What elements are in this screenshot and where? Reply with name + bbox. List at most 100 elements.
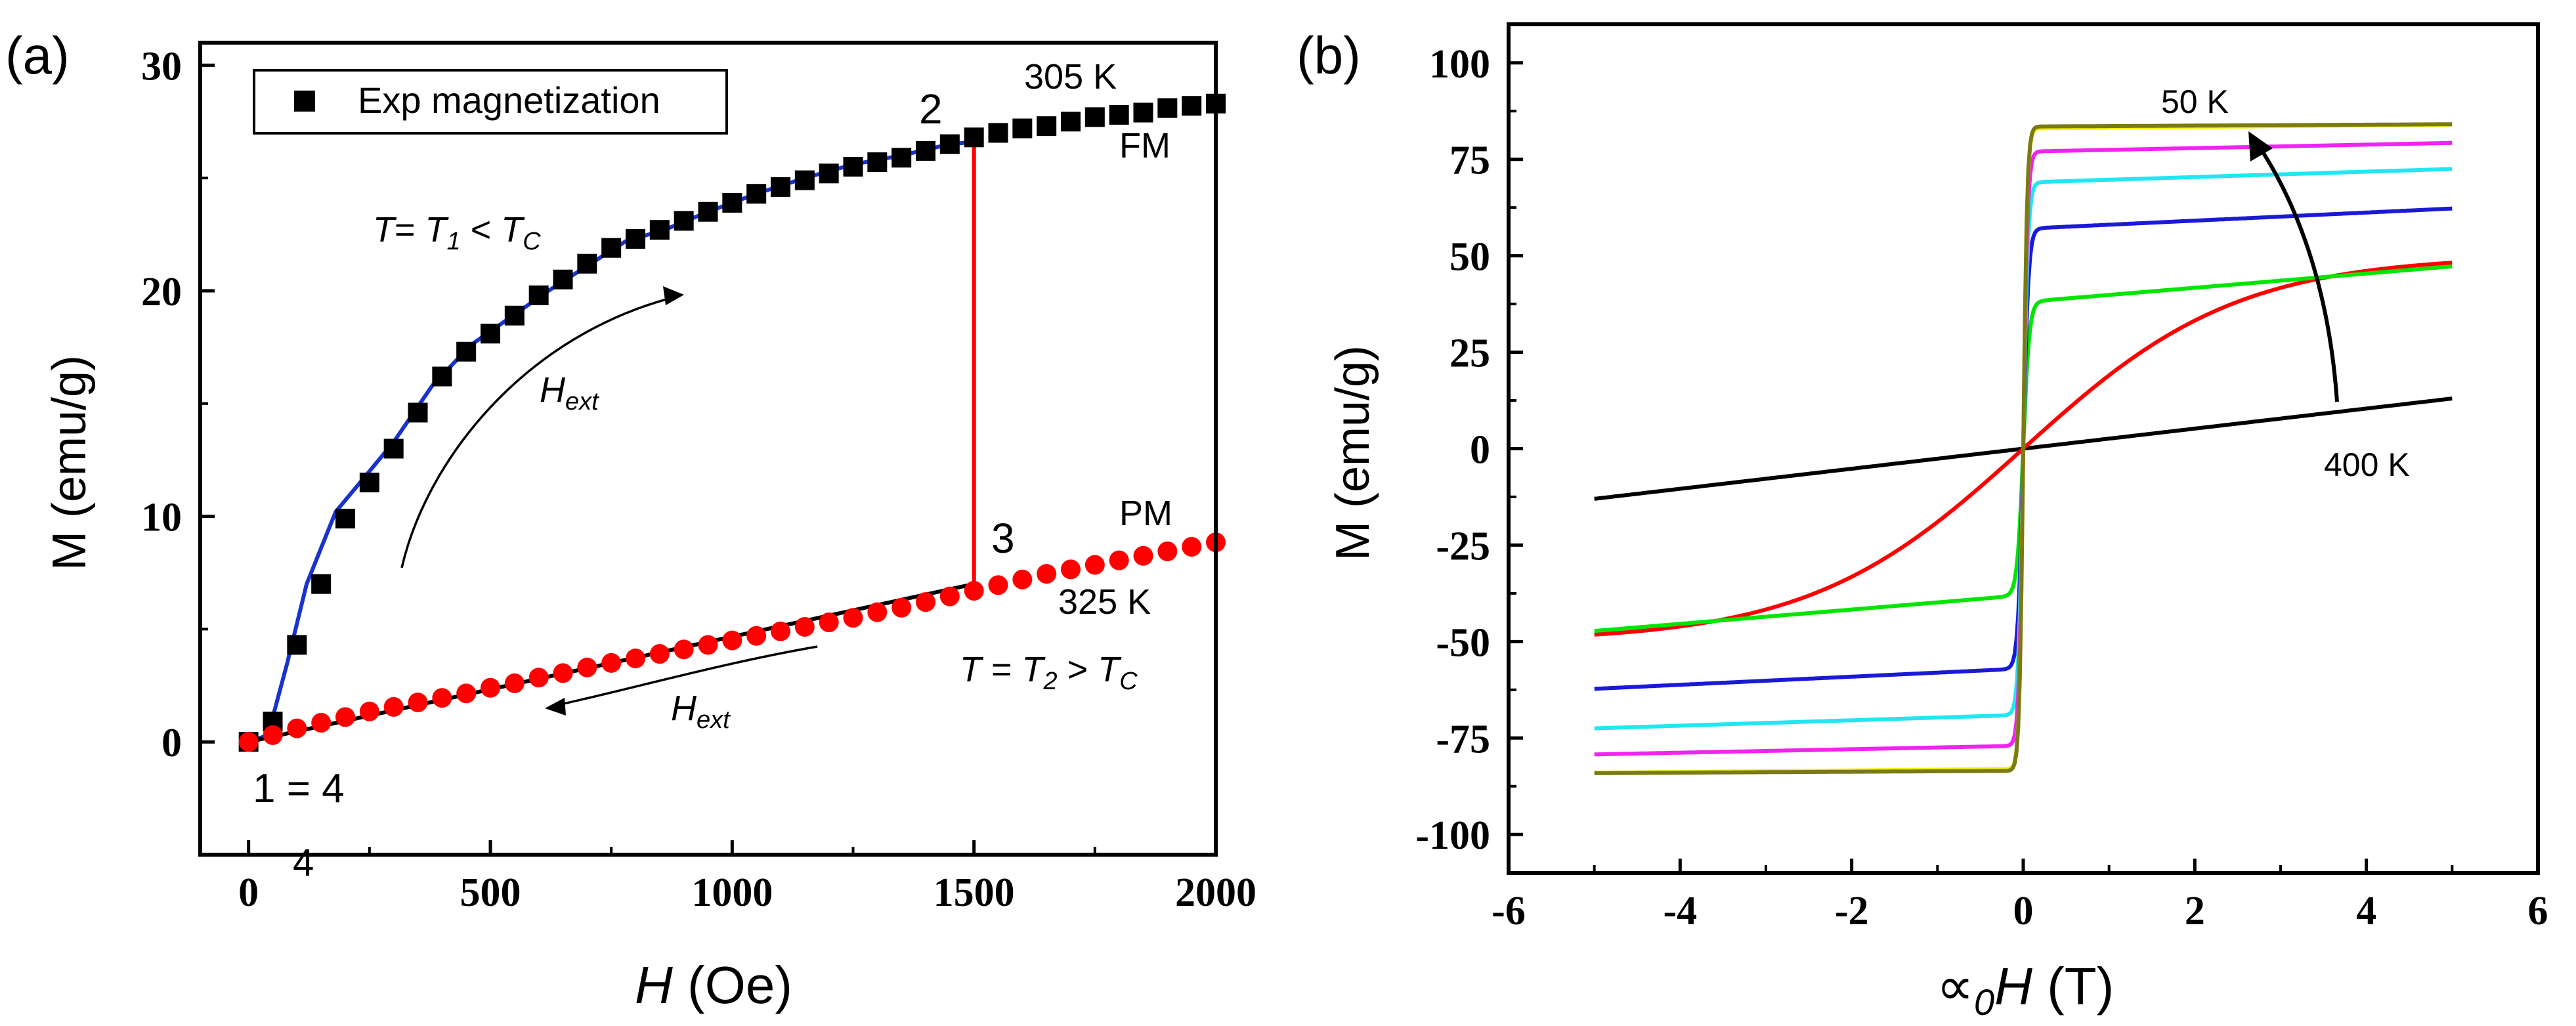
data-point-square bbox=[1109, 104, 1129, 125]
x-tick-label: 0 bbox=[2013, 889, 2034, 933]
data-point-square bbox=[722, 192, 742, 213]
annotation-temp-305k: 305 K bbox=[1024, 57, 1117, 96]
data-point-square bbox=[674, 211, 694, 231]
data-point-circle bbox=[553, 663, 573, 683]
data-point-square bbox=[794, 170, 815, 190]
panel-a-frame bbox=[198, 41, 1218, 857]
y-tick-label: -100 bbox=[1415, 813, 1490, 858]
data-point-square bbox=[819, 163, 839, 184]
panel-b-x-axis-label: ∝0H (T) bbox=[1937, 957, 2114, 1023]
panel-b: (b) -6 -4 -2 0 2 4 6 -100 -75 -50 -25 0 25 50 75 100 M … bbox=[1297, 22, 2548, 1023]
data-point-circle bbox=[383, 696, 404, 717]
data-point-circle bbox=[843, 608, 863, 628]
x-tick-label: 1500 bbox=[934, 870, 1015, 915]
data-point-circle bbox=[456, 683, 477, 704]
annotation-stray-4: 4 bbox=[293, 842, 314, 884]
annotation-point-2: 2 bbox=[919, 85, 943, 133]
y-tick-label: 75 bbox=[1449, 139, 1490, 183]
data-point-square bbox=[504, 305, 525, 326]
data-point-square bbox=[939, 134, 960, 154]
legend-label: Exp magnetization bbox=[358, 79, 660, 121]
temperature-arrow-head bbox=[2248, 131, 2273, 161]
label-50k: 50 K bbox=[2161, 83, 2229, 120]
annotation-fm: FM bbox=[1119, 126, 1170, 165]
data-point-square bbox=[359, 473, 379, 493]
data-point-circle bbox=[771, 621, 790, 641]
y-tick-label: -50 bbox=[1436, 620, 1490, 665]
data-point-square bbox=[601, 238, 622, 258]
x-tick-label: 1000 bbox=[691, 870, 773, 915]
y-tick-label: 20 bbox=[141, 270, 182, 314]
data-point-square bbox=[1157, 98, 1178, 118]
field-arrow-decreasing bbox=[554, 645, 818, 707]
x-tick-label: 0 bbox=[238, 870, 259, 915]
field-arrow-increasing-head bbox=[663, 286, 684, 305]
data-point-square bbox=[577, 253, 597, 274]
data-point-circle bbox=[287, 718, 307, 738]
data-point-circle bbox=[528, 668, 549, 688]
data-point-circle bbox=[1012, 569, 1033, 589]
data-point-circle bbox=[311, 712, 332, 733]
data-point-circle bbox=[577, 657, 597, 677]
data-point-circle bbox=[698, 635, 718, 655]
data-point-square bbox=[1084, 107, 1105, 127]
data-point-circle bbox=[481, 677, 500, 698]
y-tick-label: 10 bbox=[141, 496, 182, 540]
panel-b-ticks: -6 -4 -2 0 2 4 6 -100 -75 -50 -25 0 25 50 75 100 bbox=[1415, 42, 2548, 933]
label-400k: 400 K bbox=[2324, 446, 2410, 483]
panel-a-x-symbol: H bbox=[635, 956, 673, 1014]
x-tick-label: -4 bbox=[1664, 889, 1698, 933]
data-point-square bbox=[698, 202, 718, 222]
data-point-square bbox=[891, 148, 912, 168]
panel-b-x-subscript: 0 bbox=[1974, 981, 1994, 1023]
data-point-circle bbox=[408, 693, 428, 713]
data-point-circle bbox=[1061, 559, 1081, 580]
panel-b-x-unit: (T) bbox=[2032, 957, 2114, 1015]
data-point-circle bbox=[626, 649, 645, 669]
panel-a-label: (a) bbox=[5, 26, 70, 85]
data-point-square bbox=[481, 324, 500, 344]
panel-b-marks bbox=[1594, 122, 2453, 775]
panel-b-x-h: H bbox=[1994, 957, 2032, 1015]
data-point-square bbox=[1012, 118, 1033, 139]
panel-b-label: (b) bbox=[1297, 26, 1361, 85]
data-point-circle bbox=[867, 602, 888, 622]
data-point-circle bbox=[722, 630, 742, 651]
field-arrow-increasing bbox=[400, 295, 677, 568]
fit-line-0 bbox=[247, 140, 974, 744]
panel-a-legend: Exp magnetization bbox=[253, 69, 728, 135]
annotation-temp-325k: 325 K bbox=[1058, 582, 1151, 622]
x-tick-label: -2 bbox=[1835, 889, 1869, 933]
data-point-circle bbox=[891, 597, 912, 618]
legend-square-marker bbox=[294, 91, 315, 112]
data-point-square bbox=[408, 402, 428, 423]
data-point-square bbox=[867, 152, 888, 173]
data-point-circle bbox=[504, 673, 525, 693]
data-point-square bbox=[1037, 116, 1057, 137]
data-point-square bbox=[1061, 112, 1081, 132]
data-point-square bbox=[311, 574, 332, 594]
data-point-square bbox=[287, 635, 307, 655]
panel-b-y-axis-label: M (emu/g) bbox=[1327, 345, 1379, 561]
data-point-circle bbox=[674, 639, 694, 660]
y-tick-label: -25 bbox=[1436, 524, 1490, 568]
x-tick-label: 4 bbox=[2356, 889, 2376, 933]
data-point-square bbox=[383, 438, 404, 459]
y-tick-label: 100 bbox=[1429, 42, 1490, 87]
data-point-circle bbox=[964, 580, 984, 601]
data-point-circle bbox=[939, 586, 960, 607]
annotation-hext-down: Hext bbox=[671, 689, 731, 734]
data-point-square bbox=[553, 269, 573, 289]
panel-a-x-axis-label: H (Oe) bbox=[635, 956, 792, 1014]
data-point-circle bbox=[1182, 536, 1202, 557]
data-point-square bbox=[988, 123, 1008, 143]
x-tick-label: 2 bbox=[2185, 889, 2205, 933]
data-point-square bbox=[649, 220, 670, 240]
x-tick-label: 500 bbox=[460, 870, 521, 915]
mh-curve-7 bbox=[1594, 122, 2453, 775]
data-point-square bbox=[456, 341, 477, 362]
temperature-arrow bbox=[2255, 142, 2339, 402]
data-point-circle bbox=[432, 688, 452, 708]
data-point-circle bbox=[263, 725, 283, 745]
